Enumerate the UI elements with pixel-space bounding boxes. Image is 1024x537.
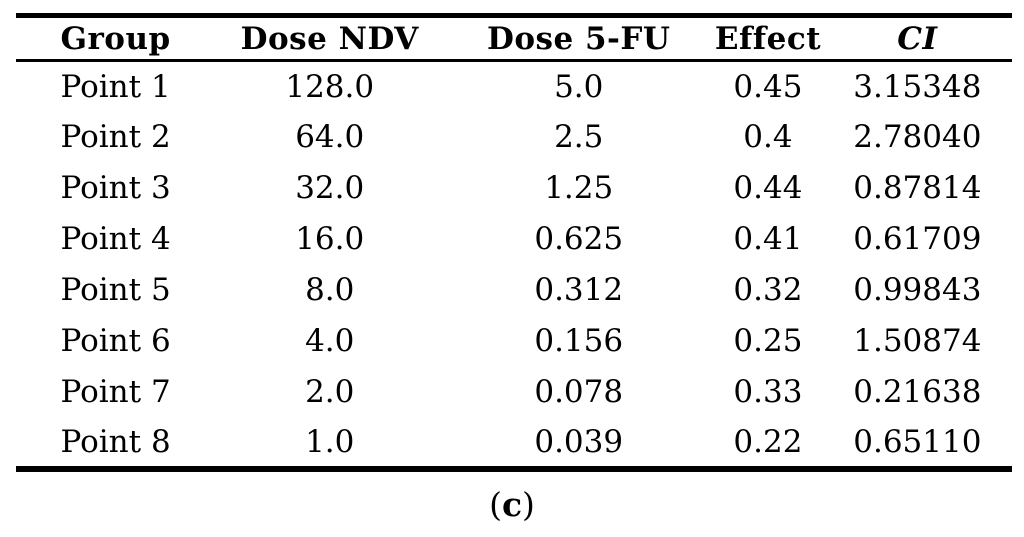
cell-group: Point 7 bbox=[60, 374, 171, 410]
cell-group: Point 4 bbox=[60, 221, 171, 257]
cell-dose-5fu: 0.078 bbox=[534, 374, 624, 410]
cell-dose-5fu: 0.039 bbox=[534, 423, 624, 460]
cell-effect: 0.33 bbox=[733, 374, 803, 410]
cell-group: Point 1 bbox=[60, 68, 171, 105]
column-header-dose-5fu: Dose 5-FU bbox=[444, 15, 714, 62]
cell-group: Point 3 bbox=[60, 170, 171, 206]
cell-dose-5fu: 5.0 bbox=[554, 68, 604, 105]
cell-group: Point 8 bbox=[60, 423, 171, 460]
cell-effect: 0.41 bbox=[733, 221, 803, 257]
header-row: Group Dose NDV Dose 5-FU Effect CI bbox=[16, 15, 1012, 62]
cell-effect: 0.4 bbox=[743, 119, 793, 155]
column-header-effect: Effect bbox=[713, 15, 823, 62]
table-row: Point 2 64.0 2.5 0.4 2.78040 bbox=[16, 112, 1012, 163]
cell-dose-5fu: 0.156 bbox=[534, 323, 624, 359]
cell-dose-5fu: 2.5 bbox=[554, 119, 604, 155]
column-header-ci: CI bbox=[822, 15, 1012, 62]
cell-group: Point 2 bbox=[60, 119, 171, 155]
caption-letter: c bbox=[501, 485, 523, 524]
cell-ci: 0.21638 bbox=[853, 374, 982, 410]
cell-ci: 0.61709 bbox=[853, 221, 982, 257]
table-row: Point 7 2.0 0.078 0.33 0.21638 bbox=[16, 367, 1012, 418]
cell-dose-5fu: 0.312 bbox=[534, 272, 624, 308]
caption-open-paren: ( bbox=[489, 485, 502, 524]
cell-dose-ndv: 4.0 bbox=[305, 323, 355, 359]
cell-dose-ndv: 32.0 bbox=[295, 170, 365, 206]
table-row: Point 6 4.0 0.156 0.25 1.50874 bbox=[16, 316, 1012, 367]
cell-group: Point 5 bbox=[60, 272, 171, 308]
cell-ci: 2.78040 bbox=[853, 119, 982, 155]
cell-ci: 0.65110 bbox=[853, 423, 982, 460]
cell-effect: 0.45 bbox=[733, 68, 803, 105]
cell-dose-ndv: 64.0 bbox=[295, 119, 365, 155]
cell-effect: 0.44 bbox=[733, 170, 803, 206]
table-row: Point 3 32.0 1.25 0.44 0.87814 bbox=[16, 163, 1012, 214]
cell-effect: 0.22 bbox=[733, 423, 803, 460]
cell-ci: 1.50874 bbox=[853, 323, 982, 359]
cell-dose-ndv: 8.0 bbox=[305, 272, 355, 308]
table-row: Point 4 16.0 0.625 0.41 0.61709 bbox=[16, 214, 1012, 265]
caption-close-paren: ) bbox=[522, 485, 535, 524]
subfigure-caption: (c) bbox=[0, 484, 1024, 526]
dose-effect-table: Group Dose NDV Dose 5-FU Effect CI Point… bbox=[16, 13, 1012, 472]
cell-dose-5fu: 1.25 bbox=[544, 170, 614, 206]
cell-dose-ndv: 1.0 bbox=[305, 423, 355, 460]
cell-dose-ndv: 2.0 bbox=[305, 374, 355, 410]
table-row: Point 5 8.0 0.312 0.32 0.99843 bbox=[16, 265, 1012, 316]
cell-dose-5fu: 0.625 bbox=[534, 221, 624, 257]
cell-effect: 0.32 bbox=[733, 272, 803, 308]
table-row: Point 8 1.0 0.039 0.22 0.65110 bbox=[16, 418, 1012, 469]
column-header-dose-ndv: Dose NDV bbox=[215, 15, 445, 62]
cell-ci: 3.15348 bbox=[853, 68, 982, 105]
column-header-group: Group bbox=[16, 15, 216, 62]
cell-dose-ndv: 128.0 bbox=[285, 68, 375, 105]
cell-effect: 0.25 bbox=[733, 323, 803, 359]
cell-ci: 0.99843 bbox=[853, 272, 982, 308]
cell-ci: 0.87814 bbox=[853, 170, 982, 206]
cell-dose-ndv: 16.0 bbox=[295, 221, 365, 257]
table-row: Point 1 128.0 5.0 0.45 3.15348 bbox=[16, 61, 1012, 112]
cell-group: Point 6 bbox=[60, 323, 171, 359]
